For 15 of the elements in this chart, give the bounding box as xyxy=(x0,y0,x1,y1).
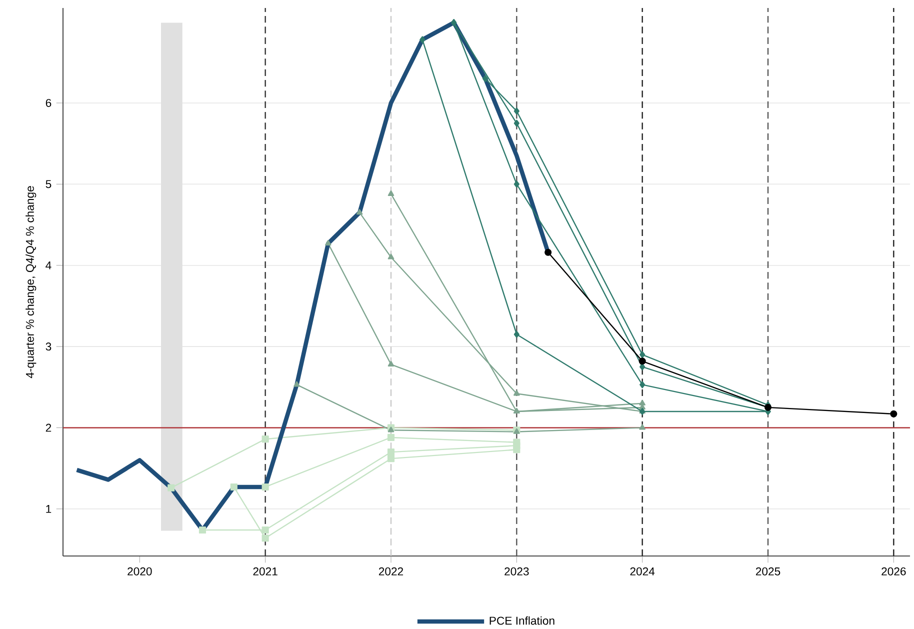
x-tick-label: 2024 xyxy=(630,567,655,576)
x-tick-label: 2021 xyxy=(253,567,278,576)
text: PCE Inflation xyxy=(490,616,554,625)
y-tick-label: 3 xyxy=(46,342,52,351)
y-axis-title: 4-quarter % change, Q4/Q4 % change xyxy=(26,186,36,378)
y-tick-label: 1 xyxy=(46,505,52,513)
x-tick-label: 2020 xyxy=(128,567,152,576)
y-tick-label: 5 xyxy=(46,180,52,188)
x-tick-label: 2023 xyxy=(504,567,529,576)
y-tick-label: 6 xyxy=(46,98,52,107)
y-tick-label: 4 xyxy=(46,261,52,270)
y-tick-label: 2 xyxy=(46,424,52,432)
x-tick-label: 2025 xyxy=(756,567,780,576)
x-tick-label: 2022 xyxy=(378,567,404,576)
x-tick-label: 2026 xyxy=(882,567,906,576)
